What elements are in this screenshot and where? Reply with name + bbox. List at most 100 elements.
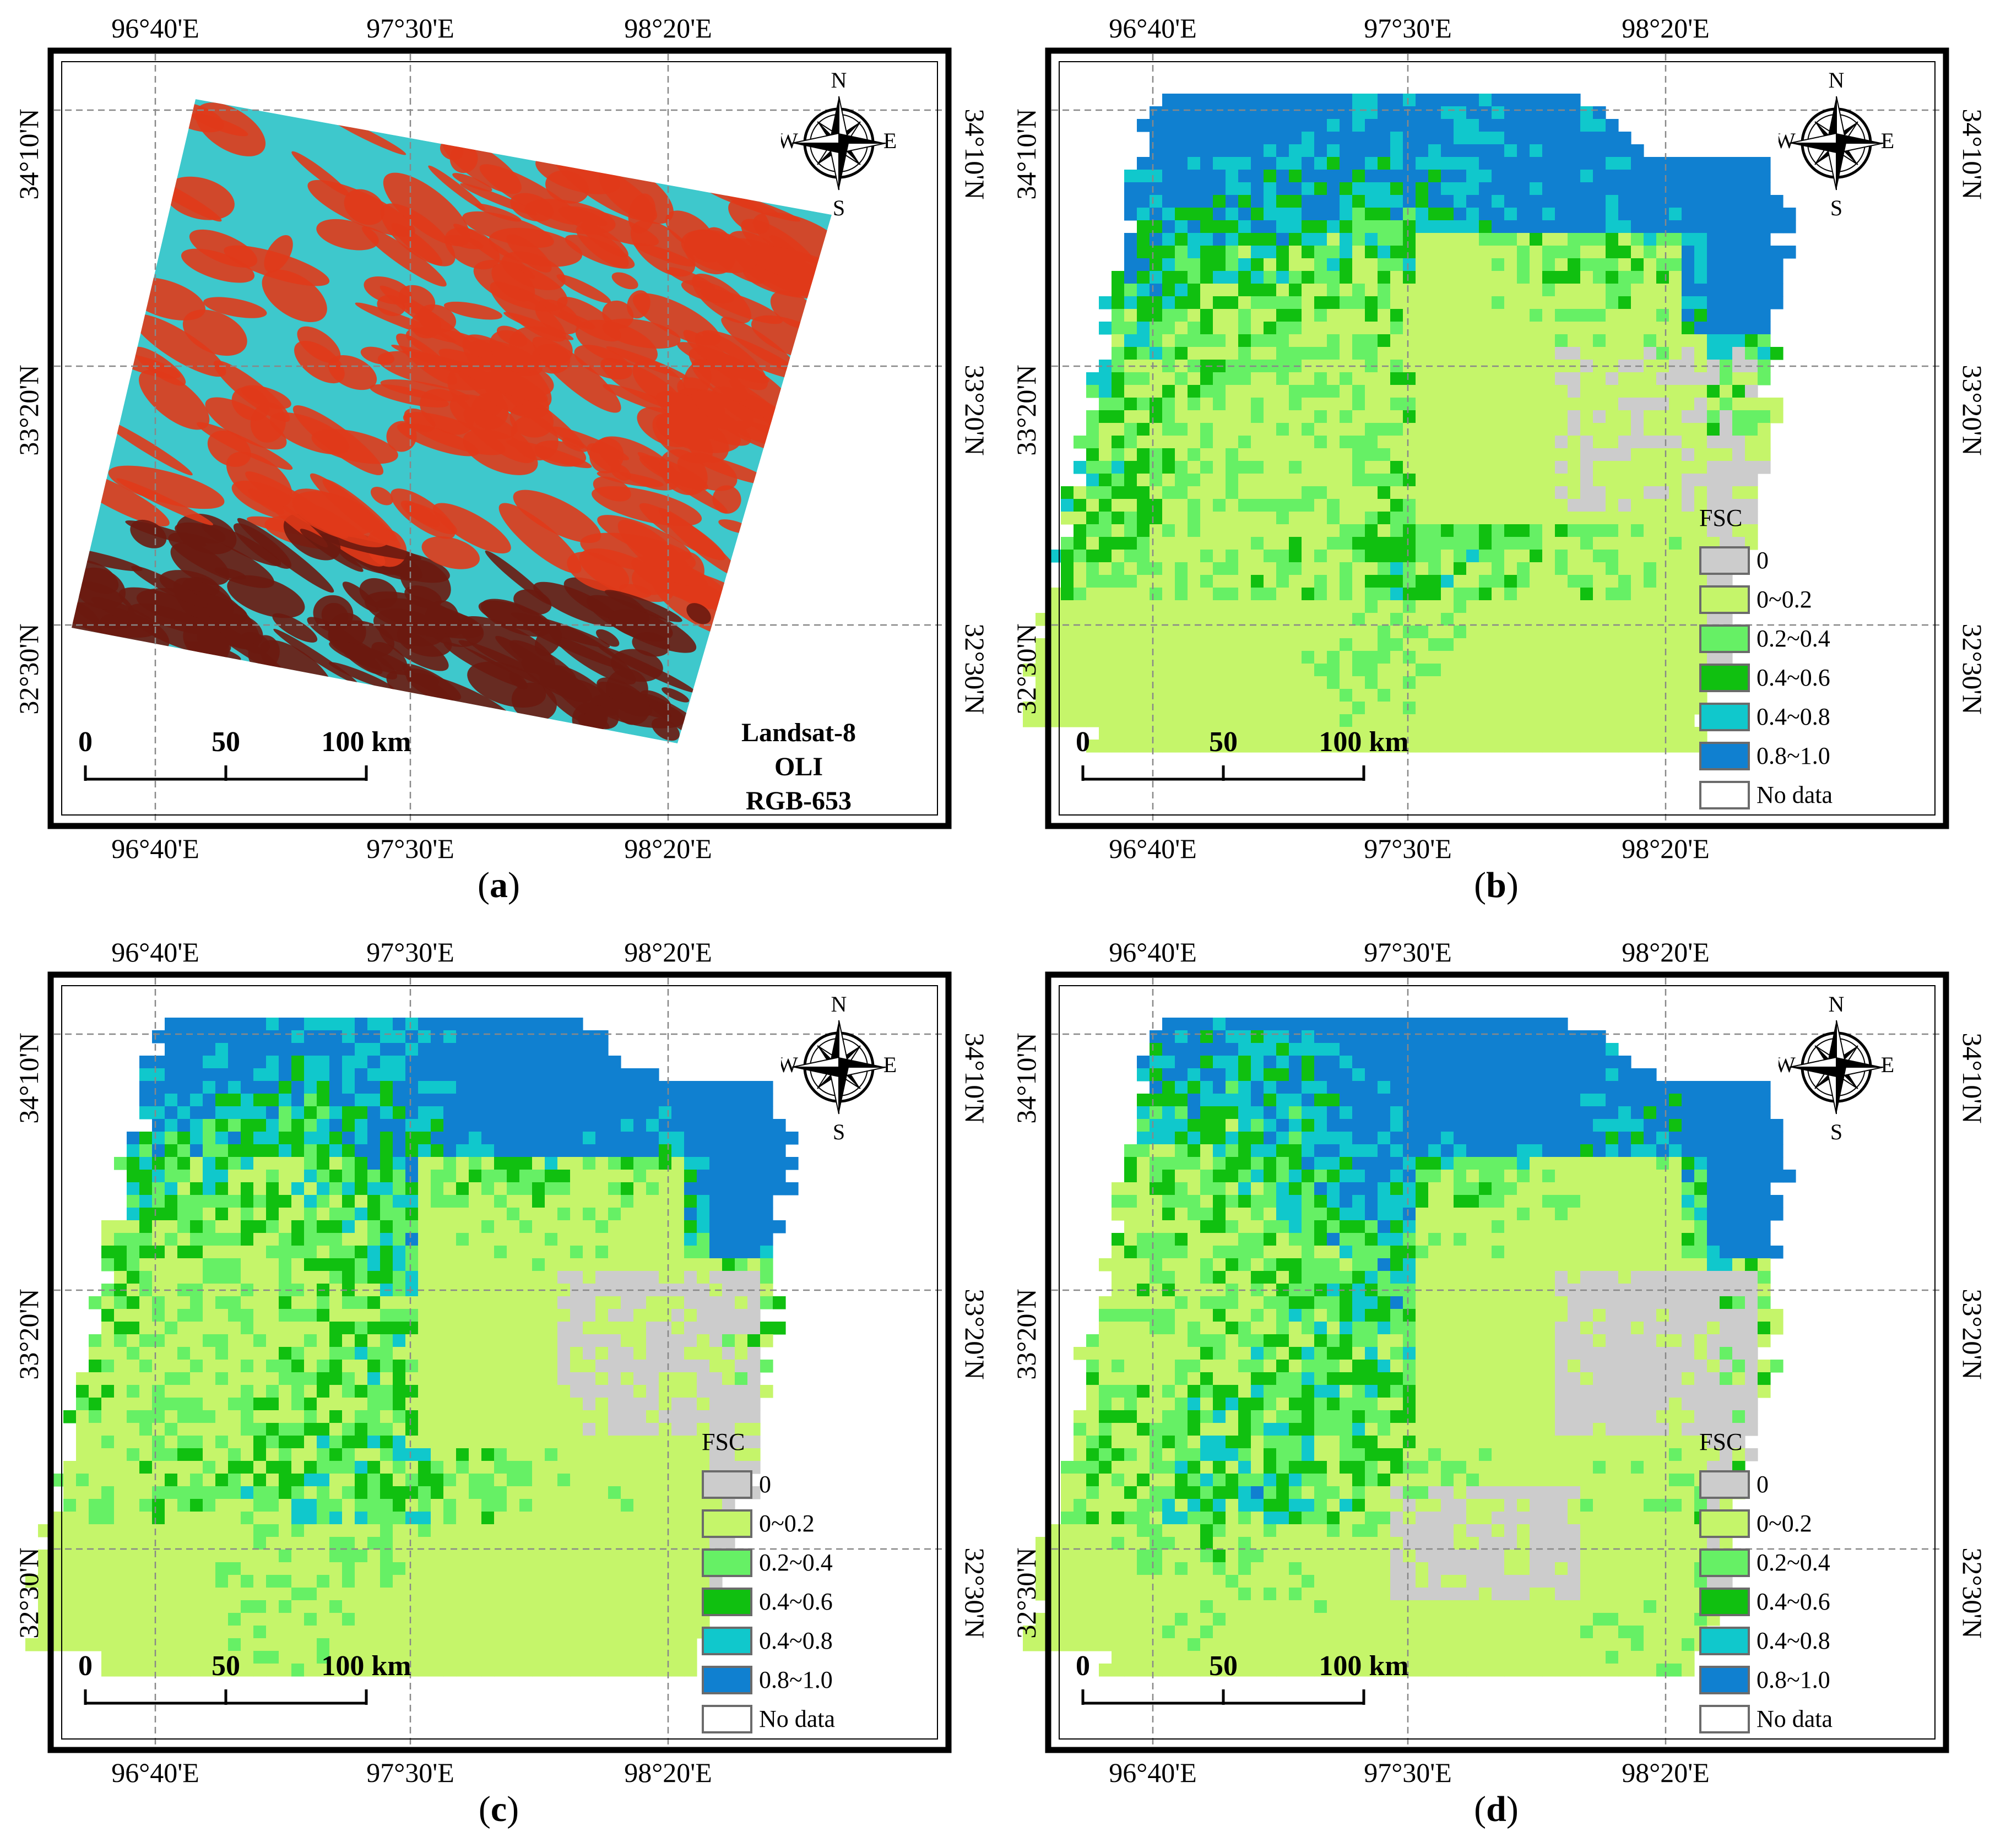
fsc-cell [1327, 537, 1340, 550]
fsc-cell [1517, 613, 1530, 626]
fsc-cell [1580, 271, 1593, 284]
fsc-cell [1580, 385, 1593, 398]
fsc-cell [1352, 284, 1365, 297]
fsc-cell [1162, 562, 1175, 575]
fsc-cell [1150, 398, 1163, 411]
fsc-cell [393, 1423, 406, 1436]
image-patch [370, 384, 449, 407]
fsc-cell [1694, 322, 1707, 335]
image-patch [226, 452, 292, 508]
fsc-cell [1200, 512, 1213, 525]
fsc-cell [633, 1385, 647, 1398]
fsc-cell [165, 1296, 178, 1309]
fsc-cell [1428, 119, 1441, 132]
fsc-cell [1162, 94, 1175, 107]
fsc-cell [1568, 613, 1581, 626]
fsc-cell [1416, 132, 1429, 145]
fsc-cell [735, 1334, 748, 1347]
fsc-cell [1213, 423, 1226, 436]
fsc-cell [1530, 258, 1543, 271]
fsc-cell [1745, 322, 1758, 335]
fsc-cell [1504, 740, 1517, 753]
fsc-cell [1466, 334, 1479, 347]
fsc-cell [1428, 423, 1441, 436]
fsc-cell [1504, 436, 1517, 449]
fsc-cell [1656, 322, 1669, 335]
fsc-cell [1352, 499, 1365, 512]
fsc-cell [1302, 208, 1315, 221]
fsc-cell [1352, 562, 1365, 575]
fsc-cell [1390, 132, 1403, 145]
fsc-cell [203, 1398, 216, 1411]
fsc-cell [1264, 119, 1277, 132]
fsc-cell [203, 1056, 216, 1069]
sensor-label-line2: RGB-653 [746, 786, 852, 816]
fsc-cell [1150, 575, 1163, 588]
fsc-cell [1669, 398, 1682, 411]
fsc-cell [1390, 638, 1403, 651]
fsc-cell [608, 1474, 621, 1487]
fsc-cell [595, 1436, 609, 1449]
fsc-cell [355, 1208, 368, 1221]
fsc-cell [1682, 398, 1695, 411]
fsc-cell [1454, 106, 1467, 119]
fsc-cell [1200, 410, 1213, 423]
fsc-cell [1302, 740, 1315, 753]
fsc-cell [1492, 702, 1505, 715]
fsc-cell [405, 1334, 419, 1347]
fsc-cell [165, 1309, 178, 1322]
fsc-cell [1352, 714, 1365, 727]
fsc-cell [1428, 271, 1441, 284]
fsc-cell [1137, 448, 1150, 461]
fsc-cell [1137, 537, 1150, 550]
fsc-cell [1150, 702, 1163, 715]
fsc-cell [684, 1132, 697, 1145]
fsc-cell [1606, 436, 1619, 449]
fsc-cell [1416, 360, 1429, 373]
fsc-cell [1517, 664, 1530, 677]
fsc-cell [1466, 562, 1479, 575]
fsc-cell [1656, 524, 1669, 537]
fsc-cell [165, 1056, 178, 1069]
fsc-cell [1682, 537, 1695, 550]
fsc-cell [228, 1309, 241, 1322]
fsc-cell [1631, 182, 1644, 195]
fsc-cell [1530, 512, 1543, 525]
fsc-cell [1631, 461, 1644, 474]
fsc-cell [1238, 132, 1251, 145]
fsc-cell [659, 1423, 672, 1436]
fsc-cell [1302, 474, 1315, 487]
fsc-cell [1213, 588, 1226, 601]
fsc-cell [1213, 613, 1226, 626]
fsc-cell [735, 1436, 748, 1449]
fsc-cell [1251, 600, 1264, 613]
fsc-cell [1542, 94, 1555, 107]
fsc-cell [494, 1423, 507, 1436]
fsc-cell [127, 1144, 140, 1157]
fsc-cell [1390, 740, 1403, 753]
fsc-cell [1302, 233, 1315, 246]
fsc-cell [367, 1398, 381, 1411]
fsc-cell [583, 1309, 596, 1322]
fsc-cell [1150, 322, 1163, 335]
fsc-cell [1694, 398, 1707, 411]
fsc-cell [1694, 246, 1707, 259]
fsc-cell [1758, 448, 1771, 461]
fsc-cell [418, 1347, 431, 1360]
fsc-cell [1580, 562, 1593, 575]
fsc-cell [1137, 195, 1150, 208]
fsc-cell [1289, 613, 1302, 626]
fsc-cell [1390, 220, 1403, 233]
fsc-cell [1150, 182, 1163, 195]
fsc-cell [1403, 132, 1416, 145]
fsc-cell [329, 1233, 343, 1246]
fsc-cell [709, 1208, 723, 1221]
fsc-cell [1137, 727, 1150, 740]
fsc-cell [1378, 575, 1391, 588]
fsc-cell [1340, 322, 1353, 335]
fsc-cell [709, 1372, 723, 1385]
fsc-cell [1441, 423, 1454, 436]
fsc-cell [1568, 334, 1581, 347]
fsc-cell [545, 1448, 558, 1461]
fsc-cell [152, 1246, 165, 1259]
